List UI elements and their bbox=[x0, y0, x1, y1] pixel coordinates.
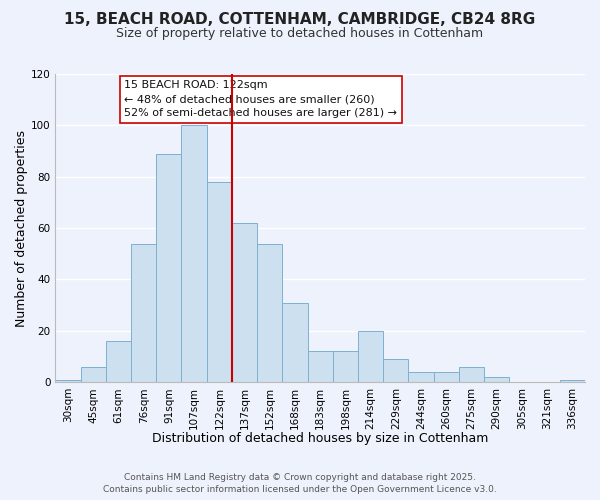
Bar bbox=[560, 380, 585, 382]
Bar bbox=[80, 367, 106, 382]
Bar bbox=[484, 377, 509, 382]
Bar bbox=[257, 244, 283, 382]
Text: Contains HM Land Registry data © Crown copyright and database right 2025.: Contains HM Land Registry data © Crown c… bbox=[124, 473, 476, 482]
Bar bbox=[333, 352, 358, 382]
Text: Contains public sector information licensed under the Open Government Licence v3: Contains public sector information licen… bbox=[103, 484, 497, 494]
Bar bbox=[434, 372, 459, 382]
Bar bbox=[131, 244, 156, 382]
X-axis label: Distribution of detached houses by size in Cottenham: Distribution of detached houses by size … bbox=[152, 432, 488, 445]
Bar bbox=[181, 126, 207, 382]
Bar bbox=[156, 154, 181, 382]
Bar bbox=[106, 341, 131, 382]
Bar bbox=[409, 372, 434, 382]
Bar bbox=[308, 352, 333, 382]
Bar bbox=[55, 380, 80, 382]
Bar bbox=[207, 182, 232, 382]
Text: 15, BEACH ROAD, COTTENHAM, CAMBRIDGE, CB24 8RG: 15, BEACH ROAD, COTTENHAM, CAMBRIDGE, CB… bbox=[64, 12, 536, 28]
Bar bbox=[232, 223, 257, 382]
Text: Size of property relative to detached houses in Cottenham: Size of property relative to detached ho… bbox=[116, 28, 484, 40]
Text: 15 BEACH ROAD: 122sqm
← 48% of detached houses are smaller (260)
52% of semi-det: 15 BEACH ROAD: 122sqm ← 48% of detached … bbox=[124, 80, 397, 118]
Bar bbox=[283, 302, 308, 382]
Bar bbox=[383, 359, 409, 382]
Bar bbox=[358, 331, 383, 382]
Bar bbox=[459, 367, 484, 382]
Y-axis label: Number of detached properties: Number of detached properties bbox=[15, 130, 28, 326]
